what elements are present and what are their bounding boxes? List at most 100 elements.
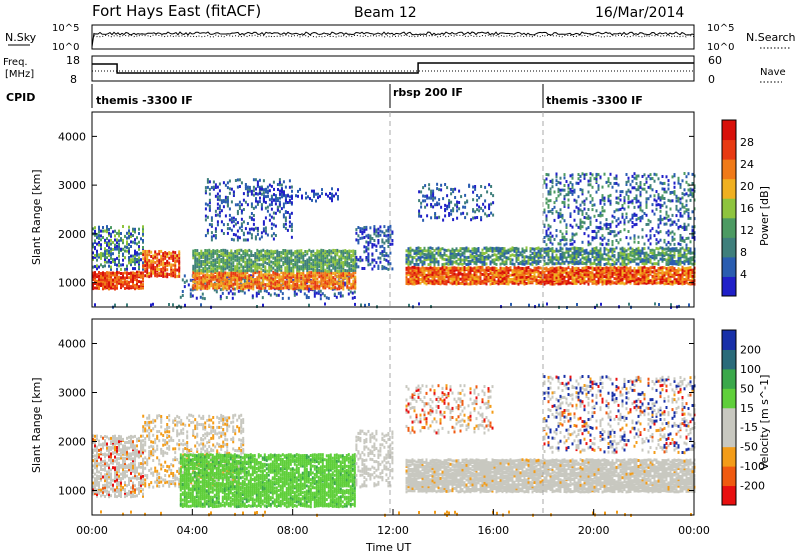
power-echo-cell (628, 256, 630, 259)
power-echo-cell (666, 248, 668, 251)
power-echo-cell (448, 267, 450, 270)
power-echo-cell (102, 252, 104, 255)
power-echo-cell (412, 269, 414, 272)
power-echo-cell (544, 283, 546, 286)
plot-title: Fort Hays East (fitACF) (92, 2, 261, 20)
power-echo-cell (310, 271, 312, 274)
power-echo-cell (478, 276, 480, 279)
power-echo-cell (328, 259, 330, 262)
power-echo-cell (486, 267, 488, 270)
power-echo-cell (336, 270, 338, 273)
power-echo-cell (660, 258, 662, 261)
power-echo-cell (367, 241, 369, 244)
power-echo-cell (359, 230, 361, 233)
power-echo-cell (285, 216, 287, 219)
power-echo-cell (458, 249, 460, 252)
power-echo-cell (239, 236, 241, 239)
power-echo-cell (260, 252, 262, 255)
power-echo-cell (282, 257, 284, 260)
power-echo-cell (518, 258, 520, 261)
power-echo-cell (361, 231, 363, 234)
power-echo-cell (383, 232, 385, 235)
power-echo-cell (106, 256, 108, 259)
power-echo-cell (686, 247, 688, 250)
power-echo-cell (564, 276, 566, 279)
power-echo-cell (618, 266, 620, 269)
power-echo-cell (220, 252, 222, 255)
power-echo-cell (122, 253, 124, 256)
power-echo-cell (476, 199, 478, 202)
power-echo-cell (512, 246, 514, 249)
power-echo-cell (202, 274, 204, 277)
power-echo-cell (602, 253, 604, 256)
power-echo-cell (336, 266, 338, 269)
power-echo-cell (586, 259, 588, 262)
power-echo-cell (200, 276, 202, 279)
power-echo-cell (204, 285, 206, 288)
power-echo-cell (202, 260, 204, 263)
power-echo-cell (383, 242, 385, 245)
power-echo-cell (279, 201, 281, 204)
power-echo-cell (584, 216, 586, 219)
power-echo-cell (240, 263, 242, 266)
power-echo-cell (253, 189, 255, 192)
power-echo-cell (548, 238, 550, 241)
power-echo-cell (556, 179, 558, 182)
power-echo-cell (320, 274, 322, 277)
power-echo-cell (456, 273, 458, 276)
power-echo-cell (273, 223, 275, 226)
power-echo-cell (134, 252, 136, 255)
power-echo-cell (474, 185, 476, 188)
power-echo-cell (118, 276, 120, 279)
power-echo-cell (344, 276, 346, 279)
power-echo-cell (642, 247, 644, 250)
power-echo-cell (128, 235, 130, 238)
power-echo-cell (348, 250, 350, 253)
power-echo-cell (344, 269, 346, 272)
power-echo-cell (606, 266, 608, 269)
power-echo-cell (636, 278, 638, 281)
power-echo-cell (112, 258, 114, 261)
power-echo-cell (321, 192, 323, 195)
power-echo-cell (102, 276, 104, 279)
power-echo-cell (420, 278, 422, 281)
power-echo-cell (114, 230, 116, 233)
power-echo-cell (324, 269, 326, 272)
power-echo-cell (228, 272, 230, 275)
power-echo-cell (379, 245, 381, 248)
power-echo-cell (422, 199, 424, 202)
power-echo-cell (432, 280, 434, 283)
power-echo-cell (224, 259, 226, 262)
power-echo-cell (686, 256, 688, 259)
power-echo-cell (590, 271, 592, 274)
power-echo-cell (262, 296, 264, 299)
power-echo-cell (234, 283, 236, 286)
power-echo-cell (100, 230, 102, 233)
power-echo-cell (209, 205, 211, 208)
power-echo-cell (590, 217, 592, 220)
power-echo-cell (410, 247, 412, 250)
power-echo-cell (289, 213, 291, 216)
power-echo-cell (134, 259, 136, 262)
power-echo-cell (242, 283, 244, 286)
power-echo-cell (215, 214, 217, 217)
power-echo-cell (200, 269, 202, 272)
power-echo-cell (458, 258, 460, 261)
power-echo-cell (377, 239, 379, 242)
power-echo-cell (482, 266, 484, 269)
power-echo-cell (253, 228, 255, 231)
power-echo-cell (136, 274, 138, 277)
power-echo-cell (106, 237, 108, 240)
power-echo-cell (666, 282, 668, 285)
power-echo-cell (584, 257, 586, 260)
power-echo-cell (570, 224, 572, 227)
power-echo-cell (211, 223, 213, 226)
power-echo-cell (456, 209, 458, 212)
power-echo-cell (118, 271, 120, 274)
power-echo-cell (614, 277, 616, 280)
power-echo-cell (462, 273, 464, 276)
power-echo-cell (310, 250, 312, 253)
power-echo-cell (274, 256, 276, 259)
power-echo-cell (112, 248, 114, 251)
power-echo-cell (144, 260, 146, 263)
